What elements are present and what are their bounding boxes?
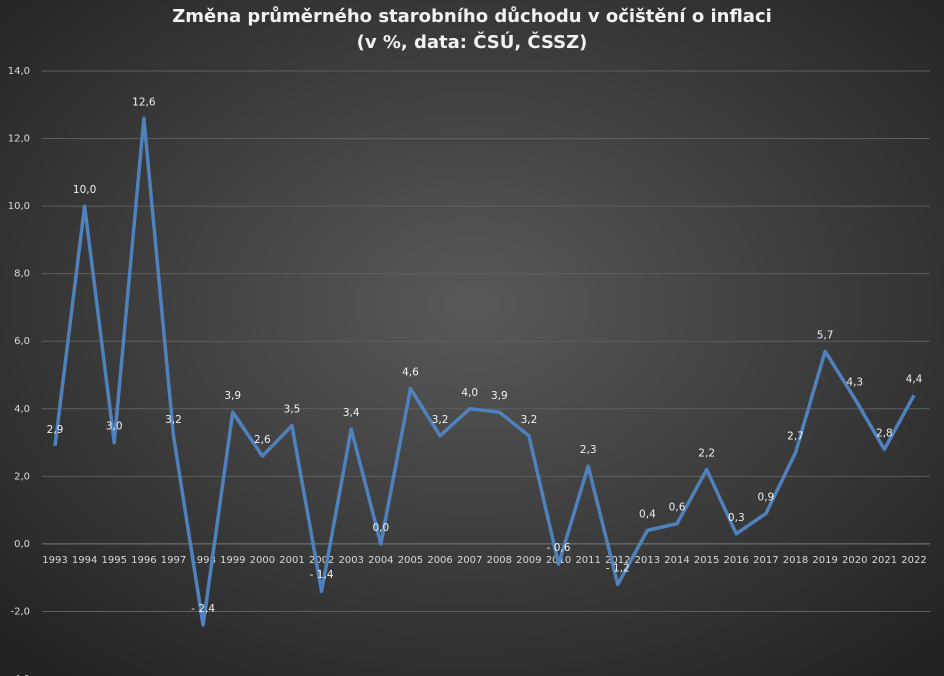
x-tick-label: 2005 <box>398 555 423 566</box>
value-label: 4,0 <box>461 387 478 399</box>
x-tick-label: 2018 <box>783 555 808 566</box>
value-label: - 1,4 <box>310 569 334 581</box>
value-label: 3,4 <box>343 407 360 419</box>
y-tick-label: 8,0 <box>14 269 30 280</box>
value-label: 10,0 <box>73 184 96 196</box>
x-tick-label: 2000 <box>250 555 275 566</box>
x-tick-label: 2007 <box>457 555 482 566</box>
x-tick-label: 2004 <box>368 555 393 566</box>
value-label: - 2,4 <box>191 603 215 615</box>
y-tick-label: 0,0 <box>14 539 30 550</box>
value-label: 2,9 <box>47 424 64 436</box>
value-label: 3,9 <box>224 390 241 402</box>
value-label: 0,0 <box>372 522 389 534</box>
x-tick-label: 1993 <box>42 555 67 566</box>
x-tick-label: 2019 <box>812 555 837 566</box>
x-tick-label: 2002 <box>309 555 334 566</box>
y-tick-label: -4,0 <box>10 674 30 676</box>
x-tick-label: 2001 <box>279 555 304 566</box>
value-label: 0,4 <box>639 508 656 520</box>
value-label: 0,9 <box>758 491 775 503</box>
x-tick-label: 2008 <box>487 555 512 566</box>
y-tick-label: 14,0 <box>8 66 30 77</box>
x-tick-label: 2022 <box>901 555 926 566</box>
x-tick-label: 1994 <box>72 555 97 566</box>
x-tick-label: 2006 <box>427 555 452 566</box>
x-tick-label: 1999 <box>220 555 245 566</box>
value-label: 2,6 <box>254 434 271 446</box>
chart-subtitle: (v %, data: ČSÚ, ČSSZ) <box>357 31 588 53</box>
y-tick-label: -2,0 <box>10 606 30 617</box>
value-label: 3,0 <box>106 421 123 433</box>
value-label: 0,3 <box>728 512 745 524</box>
value-label: 0,6 <box>669 502 686 514</box>
line <box>53 116 916 627</box>
y-tick-label: 2,0 <box>14 471 30 482</box>
chart-title: Změna průměrného starobního důchodu v oč… <box>172 5 772 27</box>
value-label: 4,3 <box>846 377 863 389</box>
x-tick-label: 2013 <box>635 555 660 566</box>
value-label: 2,7 <box>787 431 804 443</box>
x-tick-label: 1995 <box>102 555 127 566</box>
value-label: 4,6 <box>402 367 419 379</box>
value-label: 4,4 <box>906 373 923 385</box>
value-label: 3,2 <box>432 414 449 426</box>
x-tick-label: 2015 <box>694 555 719 566</box>
value-label: 2,3 <box>580 444 597 456</box>
value-label: 3,9 <box>491 390 508 402</box>
y-tick-label: 6,0 <box>14 336 30 347</box>
x-tick-label: 1997 <box>161 555 186 566</box>
y-tick-label: 10,0 <box>8 201 30 212</box>
y-tick-label: 4,0 <box>14 404 30 415</box>
x-tick-label: 2020 <box>842 555 867 566</box>
x-tick-label: 2014 <box>664 555 689 566</box>
value-label: - 1,2 <box>606 562 630 574</box>
value-label: 3,5 <box>284 404 301 416</box>
x-tick-label: 2017 <box>753 555 778 566</box>
value-label: 2,8 <box>876 427 893 439</box>
value-label: 12,6 <box>132 96 156 108</box>
x-tick-label: 2011 <box>575 555 600 566</box>
y-tick-label: 12,0 <box>8 134 30 145</box>
value-label: 2,2 <box>698 448 715 460</box>
x-tick-label: 1996 <box>131 555 156 566</box>
x-tick-label: 2016 <box>724 555 749 566</box>
value-label: 5,7 <box>817 329 834 341</box>
x-tick-label: 2021 <box>872 555 897 566</box>
value-label: - 0,6 <box>547 542 571 554</box>
value-label: 3,2 <box>521 414 538 426</box>
x-tick-label: 2009 <box>516 555 541 566</box>
x-tick-label: 1998 <box>190 555 215 566</box>
x-tick-label: 2012 <box>605 555 630 566</box>
value-label: 3,2 <box>165 414 182 426</box>
x-tick-label: 2003 <box>338 555 363 566</box>
